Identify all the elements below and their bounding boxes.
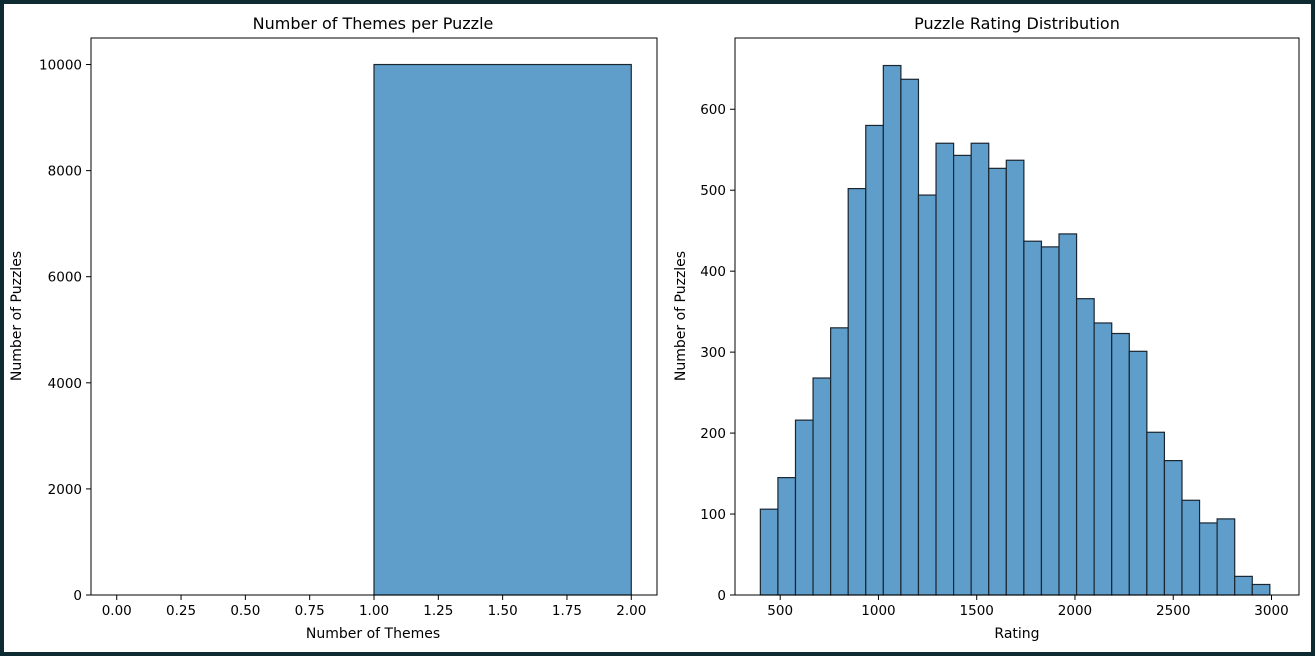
themes-bar xyxy=(373,63,632,596)
themes-x-tick-label: 2.00 xyxy=(616,603,646,619)
rating-bar xyxy=(1198,522,1218,596)
rating-bar xyxy=(812,377,832,596)
themes-x-tick-label: 0.75 xyxy=(295,603,325,619)
rating-chart: Puzzle Rating Distribution 500 1000 1500 20… xyxy=(673,14,1300,642)
themes-chart-y-label: Number of Puzzles xyxy=(9,251,25,381)
themes-y-tick-label: 2000 xyxy=(48,482,82,498)
rating-bar xyxy=(865,124,884,596)
rating-bar xyxy=(935,142,955,596)
rating-bar xyxy=(1234,575,1253,596)
rating-bar xyxy=(1075,298,1095,596)
rating-bar xyxy=(917,194,937,596)
rating-y-tick-label: 200 xyxy=(700,426,726,442)
figure: Number of Themes per Puzzle 0.00 0.25 0.50… xyxy=(4,4,1311,652)
rating-x-tick-label: 500 xyxy=(767,603,793,619)
rating-x-tick-label: 2000 xyxy=(1058,603,1092,619)
rating-chart-x-label: Rating xyxy=(994,626,1039,642)
themes-chart-title: Number of Themes per Puzzle xyxy=(253,14,494,33)
rating-bar xyxy=(830,327,849,596)
themes-chart-bars xyxy=(373,63,632,596)
themes-x-tick-label: 1.25 xyxy=(423,603,453,619)
rating-bar xyxy=(794,419,814,596)
rating-y-tick-label: 600 xyxy=(700,102,726,118)
rating-bar xyxy=(1093,322,1113,596)
rating-chart-frame xyxy=(734,37,1300,596)
rating-y-tick-label: 0 xyxy=(717,588,726,604)
rating-chart-y-label: Number of Puzzles xyxy=(673,251,689,381)
rating-bar xyxy=(1181,499,1201,596)
themes-chart-x-ticks: 0.00 0.25 0.50 0.75 1.00 1.25 1.50 1.75 2.00 xyxy=(102,595,646,619)
rating-bar xyxy=(900,78,920,596)
rating-bar xyxy=(1023,240,1043,596)
rating-bar xyxy=(1251,583,1271,596)
themes-y-tick-label: 6000 xyxy=(48,270,82,286)
rating-y-tick-label: 100 xyxy=(700,507,726,523)
rating-bar xyxy=(988,167,1007,596)
rating-y-tick-label: 300 xyxy=(700,345,726,361)
themes-y-tick-label: 0 xyxy=(73,588,82,604)
rating-chart-x-ticks: 500 1000 1500 2000 2500 3000 xyxy=(767,595,1289,619)
themes-y-tick-label: 10000 xyxy=(39,58,82,74)
rating-x-tick-label: 2500 xyxy=(1156,603,1190,619)
rating-chart-bars xyxy=(759,64,1271,596)
themes-y-tick-label: 4000 xyxy=(48,376,82,392)
rating-bar xyxy=(953,154,972,596)
rating-x-tick-label: 3000 xyxy=(1254,603,1288,619)
rating-x-tick-label: 1500 xyxy=(960,603,994,619)
themes-y-tick-label: 8000 xyxy=(48,164,82,180)
rating-bar xyxy=(777,477,797,596)
charts-canvas: Number of Themes per Puzzle 0.00 0.25 0.50… xyxy=(9,14,1300,642)
themes-chart-x-label: Number of Themes xyxy=(306,626,440,642)
themes-x-tick-label: 1.50 xyxy=(488,603,518,619)
rating-bar xyxy=(1058,233,1078,596)
themes-x-tick-label: 1.75 xyxy=(552,603,582,619)
rating-bar xyxy=(970,142,990,596)
themes-x-tick-label: 0.00 xyxy=(102,603,132,619)
rating-bar xyxy=(1128,350,1148,596)
rating-bar xyxy=(1216,518,1236,596)
themes-chart: Number of Themes per Puzzle 0.00 0.25 0.50… xyxy=(9,14,658,642)
rating-bar xyxy=(1163,460,1183,596)
rating-x-tick-label: 1000 xyxy=(861,603,895,619)
themes-x-tick-label: 1.00 xyxy=(359,603,389,619)
themes-chart-y-ticks: 0 2000 4000 6000 8000 10000 xyxy=(39,58,91,604)
rating-chart-title: Puzzle Rating Distribution xyxy=(914,14,1120,33)
rating-bar xyxy=(1040,246,1060,596)
rating-bar xyxy=(759,508,779,596)
themes-x-tick-label: 0.25 xyxy=(166,603,196,619)
rating-y-tick-label: 500 xyxy=(700,183,726,199)
rating-chart-y-ticks: 0 100 200 300 400 500 600 xyxy=(700,102,735,604)
rating-bar xyxy=(847,187,867,596)
themes-x-tick-label: 0.50 xyxy=(230,603,260,619)
rating-bar xyxy=(1111,332,1130,596)
rating-bar xyxy=(1146,431,1166,596)
rating-y-tick-label: 400 xyxy=(700,264,726,280)
rating-bar xyxy=(882,64,902,596)
rating-bar xyxy=(1005,159,1025,596)
